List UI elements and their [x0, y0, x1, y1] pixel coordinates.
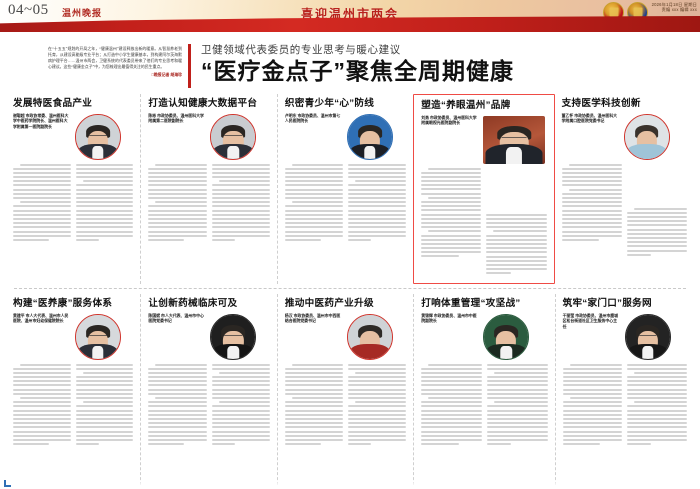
article-body-right	[486, 363, 548, 448]
article-body-right	[348, 163, 407, 244]
article-title: 塑造“养眼温州”品牌	[421, 100, 511, 111]
article-card-1[interactable]: 发展特医食品产业 谢聪超 市政协常委、温州医科大学中医药学院院长、温州医科大学附…	[6, 94, 140, 284]
article-card-3[interactable]: 织密青少年“心”防线 卢明东 市政协委员、温州市第七人民医院院长	[276, 94, 413, 284]
article-row-bottom: 构建“医养康”服务体系 黄建平 市人大代表、温州市人民医院、温州市妇幼保健院院长	[6, 294, 694, 489]
masthead: 04~05 温州晚报 喜迎温州市两会 2026年1月18日 星期日 责编 xxx…	[0, 0, 700, 32]
masthead-date: 2026年1月18日 星期日	[651, 2, 697, 7]
portrait-photo	[346, 313, 393, 360]
article-card-4-highlighted[interactable]: 塑造“养眼温州”品牌 刘勇 市政协委员、温州医科大学附属眼视光医院副院长	[413, 94, 555, 284]
paper-name-logo: 温州晚报	[62, 8, 103, 18]
article-body-right	[626, 164, 688, 258]
page-number: 04~05	[8, 2, 49, 18]
article-title: 打造认知健康大数据平台	[148, 98, 258, 109]
lead-text: 在“十五五”规划的开局之年，“健康温州”建设释放出新的暖意。从智慧养老到托育，从…	[48, 47, 182, 70]
article-card-5[interactable]: 支持医学科技创新 董乙怀 市政协委员、温州医科大学附属口腔医院党委书记	[555, 94, 694, 284]
article-body-left	[421, 363, 482, 448]
article-byline: 陈国斌 市人大代表、温州市中心医院党委书记	[148, 313, 204, 324]
article-byline: 董乙怀 市政协委员、温州医科大学附属口腔医院党委书记	[561, 113, 618, 124]
article-byline: 陈彬 市政协委员、温州医科大学附属第二医院副院长	[148, 113, 204, 124]
article-grid: 发展特医食品产业 谢聪超 市政协常委、温州医科大学中医药学院院长、温州医科大学附…	[0, 94, 700, 489]
lead-byline: □晚报记者 胡海珍	[151, 73, 182, 78]
article-body-right	[486, 168, 547, 277]
corner-registration-mark	[4, 480, 11, 487]
article-byline: 黄建平 市人大代表、温州市人民医院、温州市妇幼保健院院长	[13, 313, 69, 324]
headline-block: 在“十五五”规划的开局之年，“健康温州”建设释放出新的暖意。从智慧养老到托育，从…	[0, 32, 700, 94]
article-card-7[interactable]: 让创新药械临床可及 陈国斌 市人大代表、温州市中心医院党委书记	[140, 294, 276, 489]
portrait-photo	[623, 113, 670, 160]
article-body-left	[148, 163, 207, 244]
portrait-photo	[210, 113, 257, 160]
page-title: “医疗金点子”聚焦全周期健康	[201, 58, 514, 84]
article-title: 打响体重管理“攻坚战”	[421, 298, 521, 309]
masthead-editors: 责编 xxx 编辑 xxx	[661, 7, 697, 13]
article-title: 支持医学科技创新	[561, 98, 641, 109]
article-title: 筑牢“家门口”服务网	[562, 298, 652, 309]
article-body-left	[284, 363, 344, 448]
article-body-left	[421, 167, 482, 277]
row-divider	[14, 288, 686, 289]
portrait-photo	[346, 113, 393, 160]
article-card-6[interactable]: 构建“医养康”服务体系 黄建平 市人大代表、温州市人民医院、温州市妇幼保健院院长	[6, 294, 140, 489]
article-body-left	[284, 163, 344, 244]
article-body-left	[13, 163, 71, 244]
article-card-8[interactable]: 推动中医药产业升级 杨汉 市政协委员、温州市中西医结合医院党委书记	[276, 294, 413, 489]
page-bottom-fade	[0, 479, 700, 489]
portrait-photo	[75, 313, 121, 360]
article-row-top: 发展特医食品产业 谢聪超 市政协常委、温州医科大学中医药学院院长、温州医科大学附…	[6, 94, 694, 284]
portrait-photo	[624, 313, 671, 360]
article-byline: 谢聪超 市政协常委、温州医科大学中医药学院院长、温州医科大学附属第一医院副院长	[13, 113, 69, 130]
portrait-photo	[483, 313, 530, 360]
masthead-swoosh	[0, 16, 700, 32]
article-body-right	[627, 363, 687, 448]
article-body-left	[562, 363, 623, 448]
article-byline: 刘勇 市政协委员、温州医科大学附属眼视光医院副院长	[421, 115, 477, 126]
portrait-photo	[210, 313, 257, 360]
article-title: 让创新药械临床可及	[148, 298, 238, 309]
banner-title: 喜迎温州市两会	[300, 7, 400, 21]
article-body-right	[75, 363, 134, 448]
article-byline: 黄锦辉 市政协委员、温州市中医院副院长	[421, 313, 477, 324]
article-body-right	[211, 163, 270, 244]
article-card-2[interactable]: 打造认知健康大数据平台 陈彬 市政协委员、温州医科大学附属第二医院副院长	[140, 94, 276, 284]
article-title: 构建“医养康”服务体系	[13, 298, 113, 309]
article-title: 发展特医食品产业	[13, 98, 93, 109]
article-title: 织密青少年“心”防线	[284, 98, 375, 109]
article-byline: 干丽莹 市政协委员、温州市鹿城区松台街道社区卫生服务中心主任	[562, 313, 619, 330]
article-card-10[interactable]: 筑牢“家门口”服务网 干丽莹 市政协委员、温州市鹿城区松台街道社区卫生服务中心主…	[554, 294, 694, 489]
article-body-right	[75, 163, 134, 244]
article-body-right	[211, 363, 270, 448]
article-body-left	[13, 363, 71, 448]
article-byline: 卢明东 市政协委员、温州市第七人民医院院长	[284, 113, 341, 124]
portrait-photo	[75, 113, 121, 160]
article-byline: 杨汉 市政协委员、温州市中西医结合医院党委书记	[284, 313, 341, 324]
article-body-right	[348, 363, 407, 448]
article-body-left	[561, 163, 622, 258]
headline-red-rule	[188, 44, 191, 88]
portrait-photo	[483, 115, 546, 164]
article-body-left	[148, 363, 207, 448]
lead-paragraph: 在“十五五”规划的开局之年，“健康温州”建设释放出新的暖意。从智慧养老到托育，从…	[10, 38, 188, 94]
headline-kicker: 卫健领域代表委员的专业思考与暖心建议	[201, 44, 401, 56]
article-title: 推动中医药产业升级	[284, 298, 374, 309]
article-card-9[interactable]: 打响体重管理“攻坚战” 黄锦辉 市政协委员、温州市中医院副院长	[413, 294, 554, 489]
